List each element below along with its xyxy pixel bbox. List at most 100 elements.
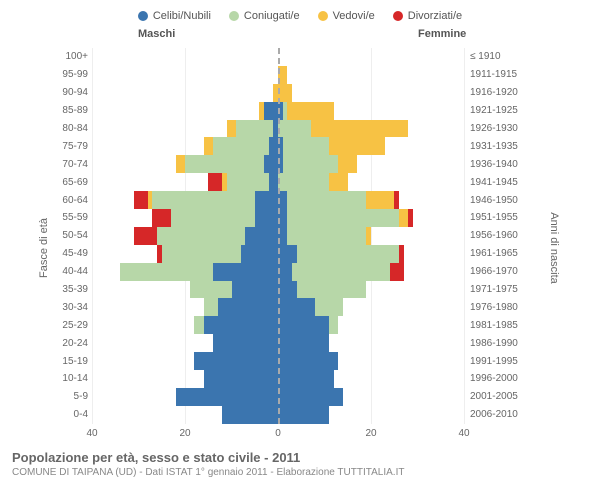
age-row: 25-291981-1985 bbox=[58, 316, 522, 334]
bars-female bbox=[278, 334, 464, 352]
age-label: 0-4 bbox=[58, 409, 92, 420]
bar-seg-vedovi bbox=[329, 137, 385, 155]
age-label: 5-9 bbox=[58, 391, 92, 402]
bar-seg-celibi bbox=[213, 263, 278, 281]
bars-female bbox=[278, 245, 464, 263]
gender-labels: Maschi Femmine bbox=[8, 28, 592, 44]
age-row: 80-841926-1930 bbox=[58, 120, 522, 138]
legend-item: Coniugati/e bbox=[229, 10, 300, 22]
bar-seg-coniugati bbox=[329, 316, 338, 334]
bar-seg-vedovi bbox=[366, 227, 371, 245]
bar-seg-celibi bbox=[278, 406, 329, 424]
bar-seg-vedovi bbox=[227, 120, 236, 138]
label-female: Femmine bbox=[418, 28, 466, 40]
legend-swatch bbox=[318, 11, 328, 21]
bars-female bbox=[278, 102, 464, 120]
bar-seg-celibi bbox=[232, 281, 279, 299]
birth-year-label: 1966-1970 bbox=[464, 266, 522, 277]
bars-female bbox=[278, 137, 464, 155]
bars-male bbox=[92, 245, 278, 263]
age-label: 45-49 bbox=[58, 248, 92, 259]
age-row: 45-491961-1965 bbox=[58, 245, 522, 263]
age-row: 40-441966-1970 bbox=[58, 263, 522, 281]
bar-seg-divorziati bbox=[408, 209, 413, 227]
age-row: 90-941916-1920 bbox=[58, 84, 522, 102]
bar-seg-celibi bbox=[264, 155, 278, 173]
legend-item: Vedovi/e bbox=[318, 10, 375, 22]
bar-seg-vedovi bbox=[311, 120, 409, 138]
bars-male bbox=[92, 66, 278, 84]
bars-female bbox=[278, 227, 464, 245]
bars-female bbox=[278, 316, 464, 334]
bar-seg-coniugati bbox=[283, 137, 330, 155]
bar-seg-vedovi bbox=[366, 191, 394, 209]
x-tick: 20 bbox=[365, 428, 376, 439]
age-row: 20-241986-1990 bbox=[58, 334, 522, 352]
bars-female bbox=[278, 120, 464, 138]
legend-item: Celibi/Nubili bbox=[138, 10, 211, 22]
bar-seg-celibi bbox=[213, 334, 278, 352]
x-tick: 0 bbox=[275, 428, 281, 439]
age-row: 70-74 1936-1940 bbox=[58, 155, 522, 173]
population-pyramid-chart: Celibi/Nubili Coniugati/e Vedovi/e Divorzia… bbox=[0, 0, 600, 500]
age-row: 100+ ≤ 1910 bbox=[58, 48, 522, 66]
bar-seg-coniugati bbox=[278, 120, 311, 138]
age-label: 35-39 bbox=[58, 284, 92, 295]
age-label: 60-64 bbox=[58, 195, 92, 206]
age-label: 100+ bbox=[58, 51, 92, 62]
age-row: 95-991911-1915 bbox=[58, 66, 522, 84]
chart-footer: Popolazione per età, sesso e stato civil… bbox=[8, 450, 592, 478]
bar-seg-celibi bbox=[278, 298, 315, 316]
bars-male bbox=[92, 155, 278, 173]
legend-label: Celibi/Nubili bbox=[153, 10, 211, 22]
age-label: 70-74 bbox=[58, 159, 92, 170]
chart-subtitle: COMUNE DI TAIPANA (UD) - Dati ISTAT 1° g… bbox=[12, 467, 592, 478]
bars-male bbox=[92, 137, 278, 155]
bar-seg-celibi bbox=[278, 281, 297, 299]
age-label: 55-59 bbox=[58, 212, 92, 223]
birth-year-label: 1911-1915 bbox=[464, 69, 522, 80]
bars-male bbox=[92, 298, 278, 316]
birth-year-label: 1946-1950 bbox=[464, 195, 522, 206]
bars-male bbox=[92, 263, 278, 281]
bar-seg-celibi bbox=[278, 263, 292, 281]
legend-item: Divorziati/e bbox=[393, 10, 462, 22]
bar-seg-divorziati bbox=[152, 209, 171, 227]
birth-year-label: 1971-1975 bbox=[464, 284, 522, 295]
birth-year-label: 2006-2010 bbox=[464, 409, 522, 420]
bars-female bbox=[278, 173, 464, 191]
bars-female bbox=[278, 84, 464, 102]
bars-male bbox=[92, 84, 278, 102]
chart-rows: 100+≤ 191095-991911-191590-941916-192085… bbox=[58, 48, 522, 424]
bars-female bbox=[278, 263, 464, 281]
bar-seg-coniugati bbox=[152, 191, 254, 209]
age-row: 50-54 1956-1960 bbox=[58, 227, 522, 245]
bar-seg-coniugati bbox=[292, 263, 390, 281]
chart-title: Popolazione per età, sesso e stato civil… bbox=[12, 450, 592, 465]
age-label: 20-24 bbox=[58, 338, 92, 349]
legend-swatch bbox=[138, 11, 148, 21]
bar-seg-vedovi bbox=[176, 155, 185, 173]
bar-seg-divorziati bbox=[134, 191, 148, 209]
birth-year-label: ≤ 1910 bbox=[464, 51, 522, 62]
age-label: 80-84 bbox=[58, 123, 92, 134]
birth-year-label: 1936-1940 bbox=[464, 159, 522, 170]
x-axis: 402002040 bbox=[58, 424, 522, 448]
age-row: 15-191991-1995 bbox=[58, 352, 522, 370]
bar-seg-coniugati bbox=[287, 209, 399, 227]
bar-seg-celibi bbox=[222, 406, 278, 424]
bar-seg-coniugati bbox=[194, 316, 203, 334]
age-label: 75-79 bbox=[58, 141, 92, 152]
legend-label: Vedovi/e bbox=[333, 10, 375, 22]
legend-swatch bbox=[393, 11, 403, 21]
bar-seg-coniugati bbox=[297, 245, 399, 263]
birth-year-label: 1956-1960 bbox=[464, 230, 522, 241]
birth-year-label: 1951-1955 bbox=[464, 212, 522, 223]
bars-male bbox=[92, 191, 278, 209]
bar-seg-celibi bbox=[278, 245, 297, 263]
bar-seg-vedovi bbox=[287, 102, 334, 120]
x-tick: 40 bbox=[458, 428, 469, 439]
bars-male bbox=[92, 120, 278, 138]
age-label: 90-94 bbox=[58, 87, 92, 98]
age-label: 50-54 bbox=[58, 230, 92, 241]
